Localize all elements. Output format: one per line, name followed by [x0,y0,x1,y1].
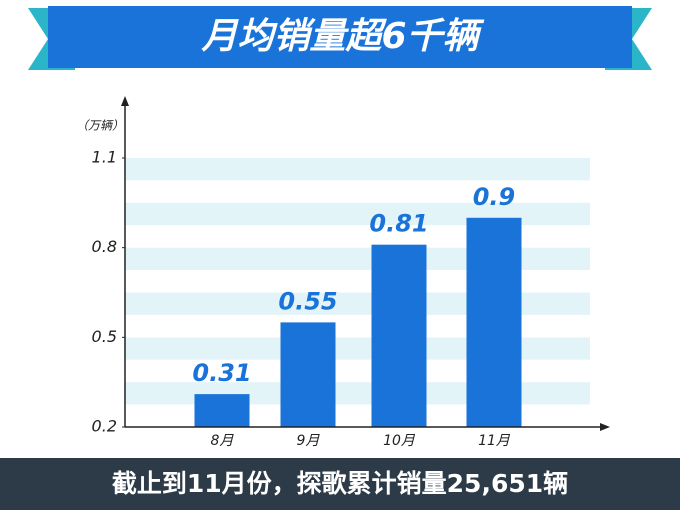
title-banner [28,6,652,70]
x-tick-label: 11月 [478,433,511,449]
x-axis-arrow [600,423,610,431]
x-tick-label: 10月 [383,433,416,449]
banner [48,6,632,68]
y-tick-label: 0.8 [92,237,117,256]
value-label: 0.55 [278,287,337,315]
y-axis-arrow [121,96,129,106]
value-label: 0.81 [369,210,428,238]
grid-band [125,158,590,181]
footer-text: 截止到11月份，探歌累计销量25,651辆 [112,469,568,498]
y-tick-label: 1.1 [92,148,117,167]
grid-band [125,180,590,203]
bar [466,217,522,427]
chart-title: 月均销量超6千辆 [200,16,484,57]
y-tick-label: 0.5 [92,327,117,346]
y-tick-label: 0.2 [92,417,117,436]
x-tick-label: 9月 [297,433,321,449]
footer [0,458,680,510]
plot [194,217,522,427]
x-tick-label: 8月 [211,433,235,449]
bar [280,322,336,427]
bar [371,244,427,427]
value-label: 0.31 [192,359,251,387]
value-label: 0.9 [473,183,516,211]
bar [194,394,250,427]
y-unit: （万辆） [76,119,124,133]
